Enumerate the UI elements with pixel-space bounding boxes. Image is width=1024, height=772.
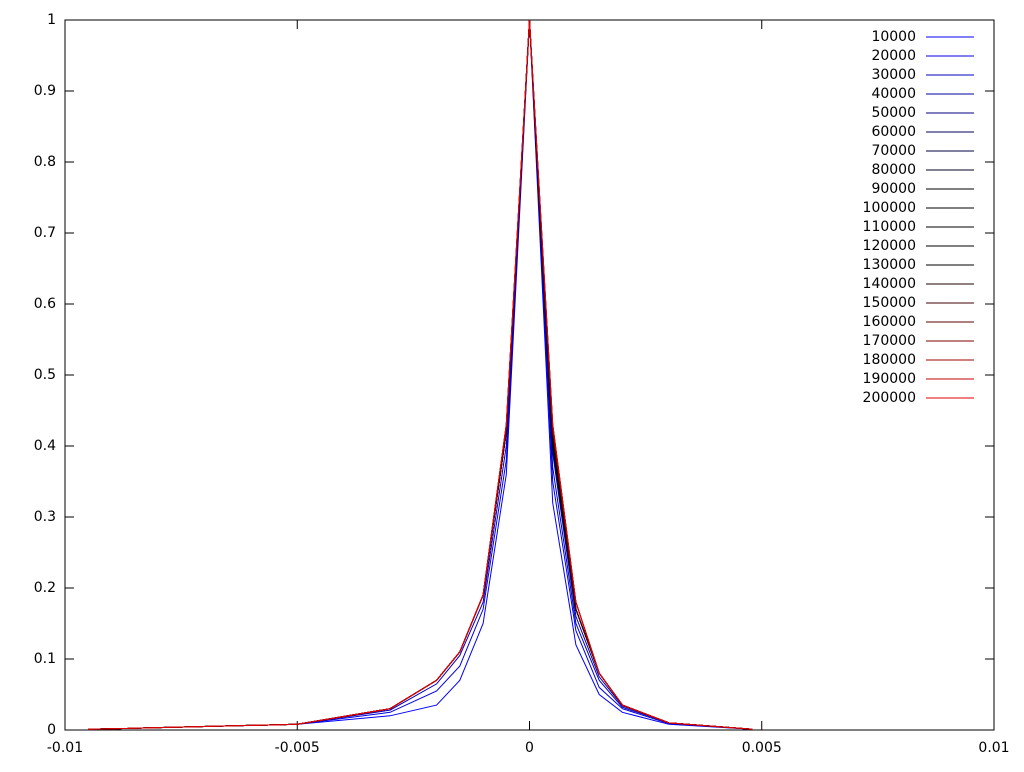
legend-label: 190000 <box>863 371 916 387</box>
y-tick-label: 0.8 <box>34 154 56 170</box>
y-tick-label: 0.4 <box>34 438 56 454</box>
legend-label: 170000 <box>863 333 916 349</box>
y-tick-label: 0.7 <box>34 225 56 241</box>
legend-label: 10000 <box>871 29 916 45</box>
legend-label: 40000 <box>871 86 916 102</box>
series-line <box>88 19 753 730</box>
legend-label: 150000 <box>863 295 916 311</box>
series-line <box>88 19 753 730</box>
series-line <box>88 19 753 730</box>
legend-label: 70000 <box>871 143 916 159</box>
series-line <box>88 19 753 730</box>
legend-label: 90000 <box>871 181 916 197</box>
x-tick-label: -0.005 <box>275 740 320 756</box>
series-line <box>88 19 753 730</box>
series-line <box>88 19 753 730</box>
legend-label: 180000 <box>863 352 916 368</box>
x-tick-label: 0.01 <box>978 740 1009 756</box>
series-line <box>88 19 753 730</box>
x-tick-label: 0.005 <box>742 740 782 756</box>
series-line <box>88 19 753 730</box>
series-line <box>88 19 753 730</box>
legend-label: 110000 <box>863 219 916 235</box>
legend-label: 100000 <box>863 200 916 216</box>
series-line <box>88 19 753 730</box>
y-tick-label: 0.5 <box>34 367 56 383</box>
y-tick-label: 0.1 <box>34 651 56 667</box>
y-tick-label: 0 <box>47 722 56 738</box>
series-line <box>88 19 753 730</box>
series-line <box>88 19 753 730</box>
legend-label: 20000 <box>871 48 916 64</box>
series-line <box>88 19 753 730</box>
x-tick-label: -0.01 <box>47 740 83 756</box>
series-line <box>88 19 753 730</box>
y-tick-label: 0.3 <box>34 509 56 525</box>
legend-label: 120000 <box>863 238 916 254</box>
y-tick-label: 0.9 <box>34 83 56 99</box>
legend-label: 140000 <box>863 276 916 292</box>
series-line <box>88 19 753 730</box>
series-line <box>88 19 753 730</box>
legend-label: 50000 <box>871 105 916 121</box>
legend-label: 30000 <box>871 67 916 83</box>
series-line <box>88 19 753 730</box>
y-tick-label: 1 <box>47 12 56 28</box>
legend-label: 60000 <box>871 124 916 140</box>
legend-label: 130000 <box>863 257 916 273</box>
y-tick-label: 0.2 <box>34 580 56 596</box>
legend-label: 80000 <box>871 162 916 178</box>
plot-border <box>64 19 995 731</box>
series-line <box>88 19 753 730</box>
legend-label: 200000 <box>863 390 916 406</box>
series-line <box>88 19 753 730</box>
series-line <box>88 19 753 730</box>
x-tick-label: 0 <box>525 740 534 756</box>
y-tick-label: 0.6 <box>34 296 56 312</box>
legend-label: 160000 <box>863 314 916 330</box>
